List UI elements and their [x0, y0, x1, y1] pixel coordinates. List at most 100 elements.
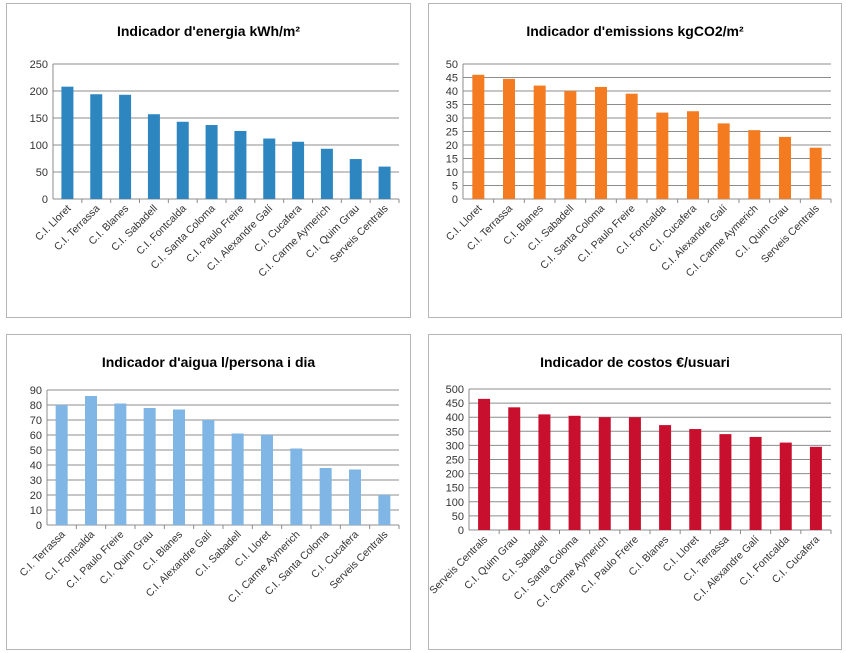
costs-bar: [568, 415, 581, 530]
costs-chart-title: Indicador de costos €/usuari: [540, 354, 730, 370]
water-bar: [378, 495, 391, 525]
costs-bar: [779, 442, 792, 530]
water-bar: [114, 403, 127, 525]
emissions-y-tick-label: 50: [446, 59, 458, 71]
emissions-y-tick-label: 25: [446, 127, 458, 139]
energy-bar: [61, 86, 74, 199]
water-bar: [143, 408, 156, 525]
water-chart-panel: Indicador d'aigua l/persona i dia 0 10 20 30…: [6, 334, 411, 650]
emissions-bar: [595, 86, 607, 199]
emissions-y-tick-label: 45: [446, 73, 458, 85]
emissions-chart-panel: Indicador d'emissions kgCO2/m² 0 5 10 15 20 25…: [428, 3, 842, 318]
energy-y-tick-label: 250: [30, 59, 48, 71]
emissions-bar: [656, 112, 669, 199]
water-bar: [349, 469, 361, 525]
emissions-bar: [809, 147, 822, 199]
costs-bar: [749, 436, 762, 530]
water-bar: [202, 420, 215, 525]
emissions-y-tick-label: 15: [446, 154, 458, 166]
water-bar: [231, 433, 244, 525]
costs-chart-svg: Indicador de costos €/usuari 0 50 100 150 200…: [429, 354, 832, 610]
energy-bar: [349, 159, 362, 199]
energy-bar: [234, 130, 247, 199]
water-bar: [319, 468, 332, 525]
emissions-y-tick-label: 30: [446, 113, 458, 125]
water-bar: [261, 435, 273, 525]
emissions-y-tick-label: 40: [446, 86, 458, 98]
emissions-chart-title: Indicador d'emissions kgCO2/m²: [526, 23, 744, 39]
costs-bar: [598, 417, 611, 530]
energy-bar: [292, 141, 305, 199]
energy-bar: [119, 94, 132, 199]
emissions-bar: [779, 136, 791, 199]
costs-y-tick-label: 250: [446, 455, 464, 467]
emissions-bar: [564, 91, 577, 199]
costs-bar: [628, 417, 641, 530]
emissions-bar: [748, 130, 761, 199]
emissions-bar: [717, 123, 730, 199]
energy-y-tick-label: 100: [30, 140, 48, 152]
costs-y-tick-label: 100: [446, 497, 464, 509]
energy-bar: [378, 166, 391, 199]
emissions-bar: [533, 85, 546, 199]
costs-bar: [508, 407, 521, 530]
costs-y-tick-label: 300: [446, 440, 464, 452]
emissions-y-tick-label: 10: [446, 167, 458, 179]
emissions-y-tick-label: 20: [446, 140, 458, 152]
energy-bar: [205, 125, 218, 199]
energy-bar: [263, 138, 276, 199]
costs-bar: [478, 398, 491, 530]
water-bar: [55, 405, 68, 525]
emissions-y-tick-label: 35: [446, 100, 458, 112]
water-y-tick-label: 70: [30, 415, 42, 427]
energy-bar: [176, 121, 189, 199]
energy-chart-title: Indicador d'energia kWh/m²: [117, 23, 300, 39]
costs-bar: [689, 429, 702, 530]
costs-y-tick-label: 200: [446, 469, 464, 481]
costs-chart-panel: Indicador de costos €/usuari 0 50 100 150 200…: [428, 334, 842, 650]
water-y-tick-label: 0: [36, 520, 42, 532]
costs-y-tick-label: 350: [446, 426, 464, 438]
energy-chart-panel: Indicador d'energia kWh/m² 0 50 100 150 200 25…: [6, 3, 411, 318]
emissions-bar: [625, 93, 638, 199]
water-y-tick-label: 20: [30, 490, 42, 502]
emissions-bar: [472, 74, 485, 199]
costs-y-tick-label: 150: [446, 483, 464, 495]
water-bar: [173, 409, 185, 525]
emissions-bar: [687, 111, 699, 199]
costs-y-tick-label: 50: [452, 511, 464, 523]
water-y-tick-label: 30: [30, 475, 42, 487]
costs-bar: [659, 425, 672, 530]
energy-bar: [147, 114, 160, 199]
emissions-category-label: Serveis Centrals: [759, 203, 822, 266]
water-bar: [85, 396, 97, 525]
costs-y-tick-label: 500: [446, 384, 464, 396]
water-chart-title: Indicador d'aigua l/persona i dia: [102, 354, 316, 370]
costs-y-tick-label: 0: [458, 525, 464, 537]
costs-bar: [538, 414, 551, 530]
water-y-tick-label: 80: [30, 400, 42, 412]
water-chart-svg: Indicador d'aigua l/persona i dia 0 10 20 30…: [17, 354, 400, 605]
energy-bar: [320, 148, 333, 199]
costs-y-tick-label: 400: [446, 412, 464, 424]
energy-y-tick-label: 150: [30, 113, 48, 125]
energy-y-tick-label: 0: [42, 194, 48, 206]
water-y-tick-label: 40: [30, 460, 42, 472]
costs-y-tick-label: 450: [446, 398, 464, 410]
energy-chart-svg: Indicador d'energia kWh/m² 0 50 100 150 200 25…: [30, 23, 400, 279]
emissions-y-tick-label: 5: [452, 181, 458, 193]
water-y-tick-label: 50: [30, 445, 42, 457]
water-y-tick-label: 90: [30, 385, 42, 397]
costs-bar: [719, 434, 732, 530]
emissions-bar: [503, 78, 515, 199]
emissions-y-tick-label: 0: [452, 194, 458, 206]
emissions-category-label: C.I. Quim Grau: [733, 203, 792, 262]
water-bar: [290, 448, 303, 525]
energy-y-tick-label: 200: [30, 86, 48, 98]
energy-y-tick-label: 50: [36, 167, 48, 179]
water-y-tick-label: 10: [30, 505, 42, 517]
energy-bar: [90, 94, 103, 199]
water-y-tick-label: 60: [30, 430, 42, 442]
costs-bar: [809, 446, 822, 530]
